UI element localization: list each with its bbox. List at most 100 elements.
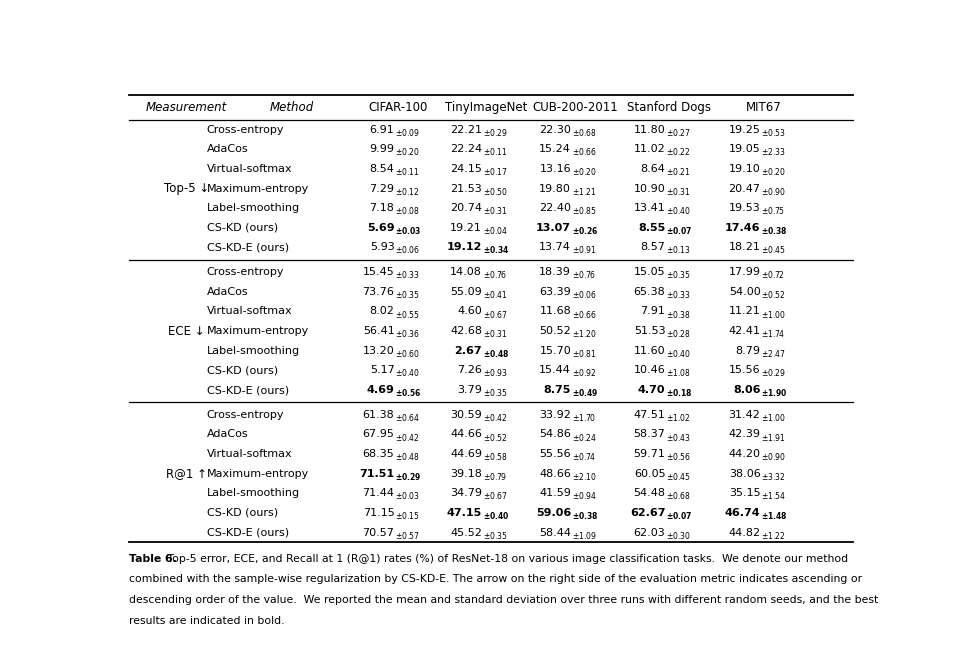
- Text: 48.66: 48.66: [539, 469, 571, 478]
- Text: 19.10: 19.10: [729, 164, 761, 174]
- Text: $\mathregular{\pm}$1.09: $\mathregular{\pm}$1.09: [572, 529, 597, 541]
- Text: 46.74: 46.74: [725, 508, 761, 518]
- Text: $\mathregular{\pm}$0.36: $\mathregular{\pm}$0.36: [396, 328, 420, 339]
- Text: $\mathregular{\pm}$0.31: $\mathregular{\pm}$0.31: [483, 205, 508, 216]
- Text: $\mathregular{\pm}$0.53: $\mathregular{\pm}$0.53: [762, 127, 786, 138]
- Text: $\mathregular{\pm}$0.08: $\mathregular{\pm}$0.08: [396, 205, 420, 216]
- Text: $\mathregular{\pm}$0.29: $\mathregular{\pm}$0.29: [762, 368, 786, 378]
- Text: Table 6.: Table 6.: [128, 554, 176, 564]
- Text: 19.25: 19.25: [729, 125, 761, 135]
- Text: $\mathregular{\pm}$0.20: $\mathregular{\pm}$0.20: [762, 166, 786, 177]
- Text: 50.52: 50.52: [539, 326, 571, 336]
- Text: $\mathregular{\pm}$0.30: $\mathregular{\pm}$0.30: [666, 529, 691, 541]
- Text: 59.71: 59.71: [633, 449, 666, 459]
- Text: 47.15: 47.15: [446, 508, 482, 518]
- Text: 13.16: 13.16: [539, 164, 571, 174]
- Text: 71.15: 71.15: [363, 508, 395, 518]
- Text: $\mathregular{\pm}$0.03: $\mathregular{\pm}$0.03: [396, 225, 422, 236]
- Text: Virtual-softmax: Virtual-softmax: [207, 449, 292, 459]
- Text: 30.59: 30.59: [450, 410, 482, 420]
- Text: 5.69: 5.69: [367, 223, 395, 233]
- Text: $\mathregular{\pm}$0.35: $\mathregular{\pm}$0.35: [483, 387, 508, 398]
- Text: $\mathregular{\pm}$0.56: $\mathregular{\pm}$0.56: [666, 451, 691, 462]
- Text: 44.69: 44.69: [450, 449, 482, 459]
- Text: 9.99: 9.99: [370, 144, 395, 154]
- Text: $\mathregular{\pm}$0.20: $\mathregular{\pm}$0.20: [396, 146, 420, 157]
- Text: 13.74: 13.74: [539, 242, 571, 252]
- Text: $\mathregular{\pm}$0.56: $\mathregular{\pm}$0.56: [396, 387, 422, 398]
- Text: 13.07: 13.07: [536, 223, 571, 233]
- Text: $\mathregular{\pm}$0.41: $\mathregular{\pm}$0.41: [483, 289, 508, 300]
- Text: CS-KD-E (ours): CS-KD-E (ours): [207, 527, 288, 537]
- Text: 6.91: 6.91: [370, 125, 395, 135]
- Text: $\mathregular{\pm}$0.57: $\mathregular{\pm}$0.57: [396, 529, 420, 541]
- Text: 33.92: 33.92: [539, 410, 571, 420]
- Text: 15.44: 15.44: [539, 366, 571, 375]
- Text: 13.20: 13.20: [363, 346, 395, 356]
- Text: $\mathregular{\pm}$0.35: $\mathregular{\pm}$0.35: [483, 529, 508, 541]
- Text: 15.70: 15.70: [539, 346, 571, 356]
- Text: $\mathregular{\pm}$0.66: $\mathregular{\pm}$0.66: [572, 146, 597, 157]
- Text: Virtual-softmax: Virtual-softmax: [207, 307, 292, 317]
- Text: 4.70: 4.70: [638, 385, 666, 395]
- Text: $\mathregular{\pm}$0.90: $\mathregular{\pm}$0.90: [762, 186, 787, 197]
- Text: AdaCos: AdaCos: [207, 144, 248, 154]
- Text: $\mathregular{\pm}$0.52: $\mathregular{\pm}$0.52: [762, 289, 786, 300]
- Text: Label-smoothing: Label-smoothing: [207, 488, 300, 499]
- Text: 4.60: 4.60: [457, 307, 482, 317]
- Text: 47.51: 47.51: [633, 410, 666, 420]
- Text: $\mathregular{\pm}$0.13: $\mathregular{\pm}$0.13: [666, 244, 691, 256]
- Text: 63.39: 63.39: [539, 287, 571, 297]
- Text: $\mathregular{\pm}$0.52: $\mathregular{\pm}$0.52: [483, 431, 508, 442]
- Text: TinyImageNet: TinyImageNet: [445, 101, 527, 114]
- Text: $\mathregular{\pm}$0.29: $\mathregular{\pm}$0.29: [396, 471, 422, 482]
- Text: Maximum-entropy: Maximum-entropy: [207, 469, 308, 478]
- Text: Top-5 error, ECE, and Recall at 1 (R@1) rates (%) of ResNet-18 on various image : Top-5 error, ECE, and Recall at 1 (R@1) …: [165, 554, 849, 564]
- Text: CS-KD (ours): CS-KD (ours): [207, 223, 278, 233]
- Text: 71.44: 71.44: [362, 488, 395, 499]
- Text: 56.41: 56.41: [363, 326, 395, 336]
- Text: $\mathregular{\pm}$1.00: $\mathregular{\pm}$1.00: [762, 412, 787, 423]
- Text: 3.79: 3.79: [457, 385, 482, 395]
- Text: $\mathregular{\pm}$0.93: $\mathregular{\pm}$0.93: [483, 368, 508, 378]
- Text: $\mathregular{\pm}$0.33: $\mathregular{\pm}$0.33: [396, 269, 420, 280]
- Text: 62.03: 62.03: [633, 527, 666, 537]
- Text: 20.74: 20.74: [450, 203, 482, 213]
- Text: R@1 ↑: R@1 ↑: [166, 467, 207, 480]
- Text: 20.47: 20.47: [728, 183, 761, 193]
- Text: $\mathregular{\pm}$1.21: $\mathregular{\pm}$1.21: [572, 186, 596, 197]
- Text: $\mathregular{\pm}$0.76: $\mathregular{\pm}$0.76: [572, 269, 596, 280]
- Text: $\mathregular{\pm}$0.04: $\mathregular{\pm}$0.04: [483, 225, 508, 236]
- Text: $\mathregular{\pm}$0.45: $\mathregular{\pm}$0.45: [762, 244, 786, 256]
- Text: 15.56: 15.56: [729, 366, 761, 375]
- Text: 34.79: 34.79: [450, 488, 482, 499]
- Text: $\mathregular{\pm}$0.38: $\mathregular{\pm}$0.38: [572, 510, 599, 521]
- Text: $\mathregular{\pm}$0.35: $\mathregular{\pm}$0.35: [396, 289, 420, 300]
- Text: 15.05: 15.05: [634, 267, 666, 277]
- Text: $\mathregular{\pm}$0.67: $\mathregular{\pm}$0.67: [483, 491, 508, 501]
- Text: 67.95: 67.95: [362, 429, 395, 440]
- Text: 59.06: 59.06: [536, 508, 571, 518]
- Text: 11.21: 11.21: [729, 307, 761, 317]
- Text: 17.99: 17.99: [728, 267, 761, 277]
- Text: 71.51: 71.51: [359, 469, 395, 478]
- Text: 7.18: 7.18: [370, 203, 395, 213]
- Text: $\mathregular{\pm}$0.21: $\mathregular{\pm}$0.21: [666, 166, 691, 177]
- Text: $\mathregular{\pm}$0.40: $\mathregular{\pm}$0.40: [666, 205, 691, 216]
- Text: MIT67: MIT67: [746, 101, 782, 114]
- Text: Measurement: Measurement: [146, 101, 227, 114]
- Text: 19.12: 19.12: [446, 242, 482, 252]
- Text: $\mathregular{\pm}$0.45: $\mathregular{\pm}$0.45: [666, 471, 691, 482]
- Text: 5.17: 5.17: [370, 366, 395, 375]
- Text: $\mathregular{\pm}$0.85: $\mathregular{\pm}$0.85: [572, 205, 597, 216]
- Text: $\mathregular{\pm}$0.68: $\mathregular{\pm}$0.68: [572, 127, 597, 138]
- Text: 22.24: 22.24: [450, 144, 482, 154]
- Text: 51.53: 51.53: [634, 326, 666, 336]
- Text: 22.30: 22.30: [539, 125, 571, 135]
- Text: 24.15: 24.15: [450, 164, 482, 174]
- Text: 42.41: 42.41: [728, 326, 761, 336]
- Text: $\mathregular{\pm}$2.33: $\mathregular{\pm}$2.33: [762, 146, 786, 157]
- Text: combined with the sample-wise regularization by CS-KD-E. The arrow on the right : combined with the sample-wise regulariza…: [128, 574, 862, 584]
- Text: $\mathregular{\pm}$1.02: $\mathregular{\pm}$1.02: [666, 412, 691, 423]
- Text: $\mathregular{\pm}$0.15: $\mathregular{\pm}$0.15: [396, 510, 420, 521]
